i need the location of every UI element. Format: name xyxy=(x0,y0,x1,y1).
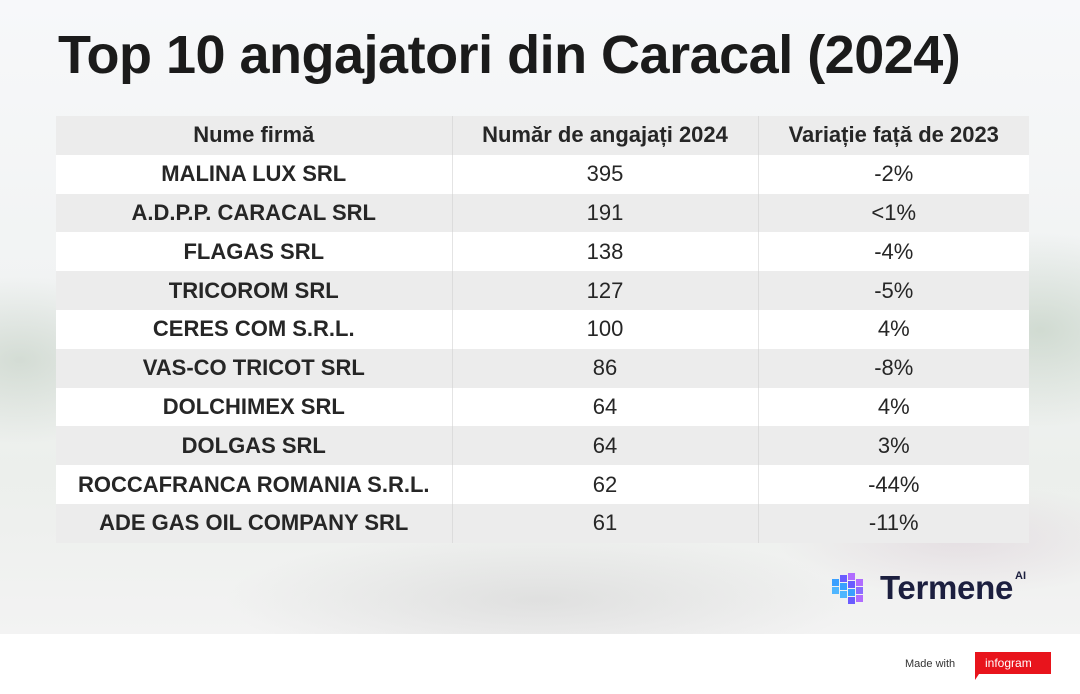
brand-name: Termene xyxy=(880,569,1014,606)
table-row: TRICOROM SRL 127 -5% xyxy=(56,271,1029,310)
variation-cell: -11% xyxy=(757,503,1029,543)
employees-cell: 100 xyxy=(451,309,758,349)
employees-cell: 62 xyxy=(451,465,758,504)
table-row: A.D.P.P. CARACAL SRL 191 <1% xyxy=(56,193,1029,233)
variation-cell: 3% xyxy=(757,426,1029,466)
employees-cell: 127 xyxy=(451,271,758,310)
footer xyxy=(0,634,1080,694)
company-name-cell: TRICOROM SRL xyxy=(56,271,452,310)
company-name-cell: ADE GAS OIL COMPANY SRL xyxy=(56,503,452,543)
company-name-cell: DOLCHIMEX SRL xyxy=(56,387,452,427)
company-name-cell: DOLGAS SRL xyxy=(56,426,452,466)
employees-cell: 61 xyxy=(451,503,758,543)
infogram-badge-icon[interactable] xyxy=(965,652,1051,680)
page-title: Top 10 angajatori din Caracal (2024) xyxy=(58,25,961,85)
company-name-cell: MALINA LUX SRL xyxy=(56,154,452,194)
company-name-cell: VAS-CO TRICOT SRL xyxy=(56,348,452,388)
company-name-cell: FLAGAS SRL xyxy=(56,232,452,272)
variation-cell: -8% xyxy=(757,348,1029,388)
variation-cell: -5% xyxy=(757,271,1029,310)
employees-cell: 86 xyxy=(451,348,758,388)
employees-cell: 138 xyxy=(451,232,758,272)
brand-superscript: AI xyxy=(1015,570,1027,582)
table-row: CERES COM S.R.L. 100 4% xyxy=(56,309,1029,349)
variation-cell: -4% xyxy=(757,232,1029,272)
termene-logo: Termene AI xyxy=(830,568,1026,608)
variation-cell: 4% xyxy=(757,309,1029,349)
company-name-cell: CERES COM S.R.L. xyxy=(56,309,452,349)
table-row: FLAGAS SRL 138 -4% xyxy=(56,232,1029,272)
company-name-cell: ROCCAFRANCA ROMANIA S.R.L. xyxy=(56,465,452,504)
column-header-company: Nume firmă xyxy=(56,116,452,155)
employees-cell: 395 xyxy=(451,154,758,194)
column-header-variation: Variație față de 2023 xyxy=(757,116,1029,155)
table-row: MALINA LUX SRL 395 -2% xyxy=(56,154,1029,194)
company-name-cell: A.D.P.P. CARACAL SRL xyxy=(56,193,452,233)
made-with-label: Made with xyxy=(905,658,956,670)
table-row: ROCCAFRANCA ROMANIA S.R.L. 62 -44% xyxy=(56,465,1029,504)
table-row: ADE GAS OIL COMPANY SRL 61 -11% xyxy=(56,503,1029,543)
variation-cell: 4% xyxy=(757,387,1029,427)
employees-cell: 64 xyxy=(451,426,758,466)
employees-cell: 191 xyxy=(451,193,758,233)
variation-cell: -44% xyxy=(757,465,1029,504)
table-header-row: Nume firmă Număr de angajați 2024 Variaț… xyxy=(56,116,1029,155)
variation-cell: <1% xyxy=(757,193,1029,233)
table-row: VAS-CO TRICOT SRL 86 -8% xyxy=(56,348,1029,388)
variation-cell: -2% xyxy=(757,154,1029,194)
table-row: DOLGAS SRL 64 3% xyxy=(56,426,1029,466)
termene-cube-logo-icon xyxy=(832,573,863,604)
employees-cell: 64 xyxy=(451,387,758,427)
column-header-employees: Număr de angajați 2024 xyxy=(451,116,758,155)
employers-table: Nume firmă Număr de angajați 2024 Variaț… xyxy=(56,116,1029,543)
table-row: DOLCHIMEX SRL 64 4% xyxy=(56,387,1029,427)
infogram-link[interactable]: infogram xyxy=(985,656,1032,670)
